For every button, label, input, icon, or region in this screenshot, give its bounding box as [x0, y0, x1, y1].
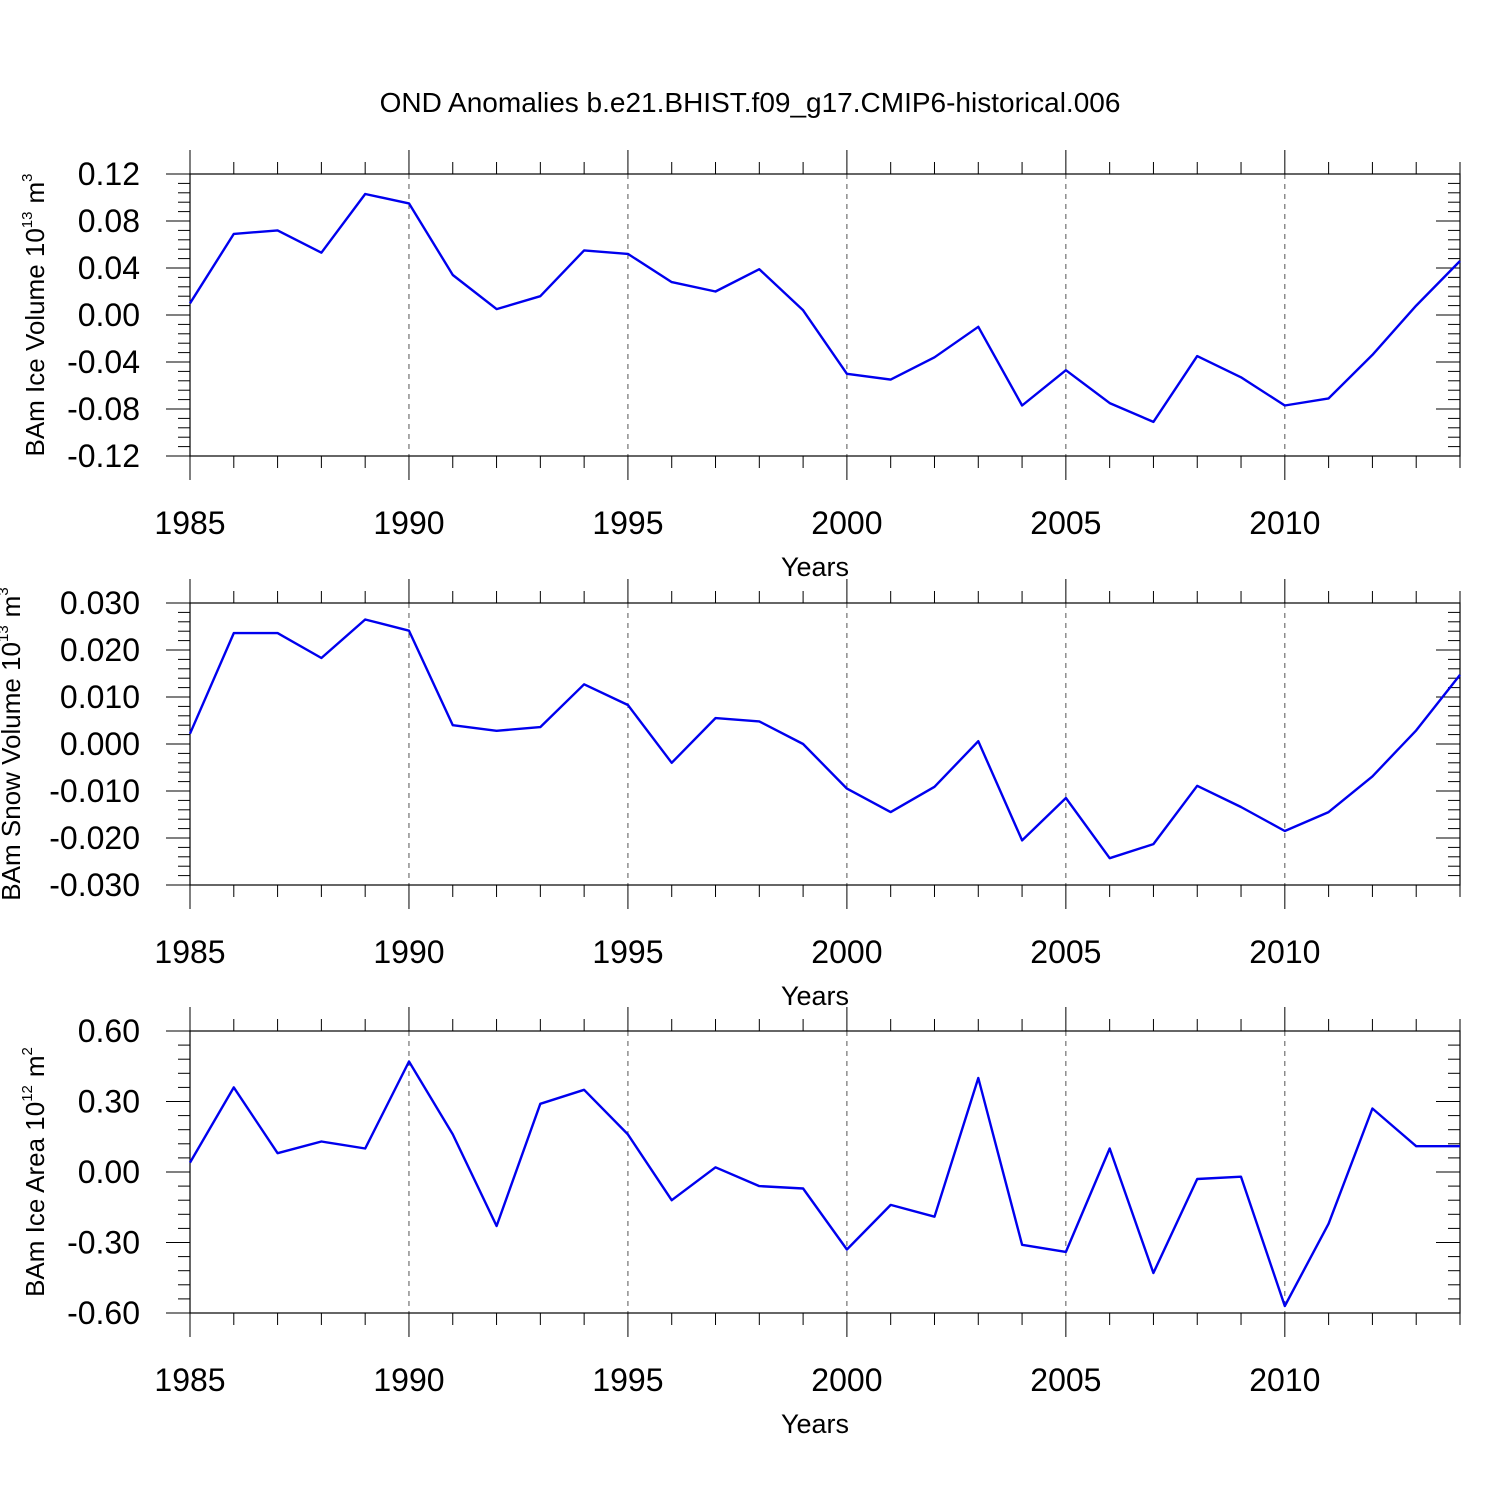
x-tick-label: 1985: [154, 1362, 225, 1398]
y-tick-label: -0.04: [67, 344, 140, 380]
panel-1: 1985 1990 1995 2000 2005 2010 -0.12 -0.08 -0.04 0…: [19, 150, 1461, 582]
x-tick-label: 1990: [373, 934, 444, 970]
y-tick-label: -0.08: [67, 391, 140, 427]
series-line: [188, 192, 1461, 424]
y-tick-label: 0.00: [78, 297, 140, 333]
y-tick-label: -0.020: [49, 820, 140, 856]
y-axis-label-unit-exponent: 2: [19, 1047, 36, 1055]
y-axis-label-text: BAm Ice Volume 10: [20, 228, 50, 456]
x-tick-label: 1990: [373, 505, 444, 541]
y-axis-label-exponent: 13: [0, 625, 12, 642]
x-tick-label: 2005: [1030, 1362, 1101, 1398]
y-axis-label-unit-exponent: 3: [0, 587, 12, 595]
y-tick-label: -0.60: [67, 1295, 140, 1331]
y-axis-label-unit: m: [20, 1055, 50, 1077]
y-tick-label: -0.30: [67, 1225, 140, 1261]
y-axis-label-unit: m: [0, 596, 26, 618]
plot-frame: [189, 173, 1461, 457]
y-tick-label: 0.000: [60, 726, 140, 762]
y-tick-label: 0.020: [60, 632, 140, 668]
y-tick-label: 0.00: [78, 1154, 140, 1190]
x-tick-label: 1995: [592, 505, 663, 541]
series-line: [188, 1060, 1460, 1308]
y-tick-label: 0.30: [78, 1084, 140, 1120]
x-tick-label: 1995: [592, 934, 663, 970]
y-axis-label-text: BAm Snow Volume 10: [0, 642, 26, 901]
y-tick-label: -0.12: [67, 438, 140, 474]
x-tick-label: 1995: [592, 1362, 663, 1398]
y-axis-label-unit: m: [20, 182, 50, 204]
y-axis-label-text: BAm Ice Area 10: [20, 1102, 50, 1297]
x-axis-label: Years: [781, 1409, 849, 1439]
x-tick-label: 2000: [811, 505, 882, 541]
x-tick-label: 1990: [373, 1362, 444, 1398]
y-axis-label: BAm Ice Volume 1013 m3: [19, 173, 50, 456]
chart-panels: 1985 1990 1995 2000 2005 2010 -0.12 -0.08 -0.04 0…: [0, 150, 1461, 1439]
x-tick-label: 2000: [811, 934, 882, 970]
x-tick-label: 2005: [1030, 934, 1101, 970]
x-tick-label: 2010: [1249, 934, 1320, 970]
x-tick-label: 2010: [1249, 1362, 1320, 1398]
y-axis-label-unit-exponent: 3: [19, 173, 36, 181]
panel-2: 1985 1990 1995 2000 2005 2010 -0.030 -0.020 -0.0…: [0, 579, 1461, 1011]
series-line: [188, 618, 1461, 860]
y-tick-label: 0.60: [78, 1013, 140, 1049]
y-axis-label-exponent: 13: [19, 211, 36, 228]
plot-frame: [189, 1030, 1461, 1314]
x-tick-label: 2010: [1249, 505, 1320, 541]
y-axis-label: BAm Ice Area 1012 m2: [19, 1047, 50, 1297]
y-tick-label: 0.08: [78, 203, 140, 239]
x-axis-label: Years: [781, 981, 849, 1011]
x-tick-label: 2000: [811, 1362, 882, 1398]
y-tick-label: 0.010: [60, 679, 140, 715]
y-tick-label: 0.12: [78, 156, 140, 192]
x-tick-label: 1985: [154, 505, 225, 541]
x-tick-label: 1985: [154, 934, 225, 970]
chart-title: OND Anomalies b.e21.BHIST.f09_g17.CMIP6-…: [380, 87, 1121, 118]
x-tick-label: 2005: [1030, 505, 1101, 541]
y-axis-label: BAm Snow Volume 1013 m3: [0, 587, 26, 900]
y-tick-label: -0.010: [49, 773, 140, 809]
y-axis-label-exponent: 12: [19, 1085, 36, 1102]
y-tick-label: 0.04: [78, 250, 140, 286]
panel-3: 1985 1990 1995 2000 2005 2010 -0.60 -0.30 0.00 0.…: [19, 1007, 1461, 1439]
x-axis-label: Years: [781, 552, 849, 582]
y-tick-label: -0.030: [49, 867, 140, 903]
plot-frame: [189, 602, 1461, 886]
y-tick-label: 0.030: [60, 585, 140, 621]
